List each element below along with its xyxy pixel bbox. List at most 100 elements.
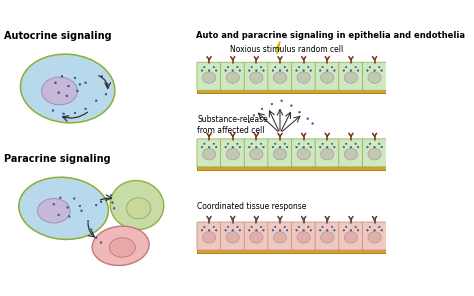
FancyBboxPatch shape xyxy=(220,139,245,167)
Circle shape xyxy=(215,70,217,71)
Circle shape xyxy=(307,118,309,120)
Circle shape xyxy=(248,121,249,122)
Circle shape xyxy=(95,100,97,102)
FancyBboxPatch shape xyxy=(339,139,363,167)
FancyBboxPatch shape xyxy=(339,62,363,90)
Circle shape xyxy=(239,229,241,231)
Circle shape xyxy=(367,70,368,71)
Circle shape xyxy=(105,198,107,200)
Circle shape xyxy=(272,70,273,71)
Circle shape xyxy=(253,115,255,116)
Circle shape xyxy=(81,210,82,212)
Bar xyxy=(197,249,386,253)
Circle shape xyxy=(225,229,227,231)
Circle shape xyxy=(327,229,328,231)
Circle shape xyxy=(208,219,210,221)
Circle shape xyxy=(67,207,69,208)
Circle shape xyxy=(239,146,241,148)
Circle shape xyxy=(343,229,345,231)
FancyBboxPatch shape xyxy=(292,62,316,90)
Circle shape xyxy=(95,204,97,206)
Circle shape xyxy=(237,66,238,68)
Circle shape xyxy=(274,226,276,228)
Ellipse shape xyxy=(202,231,216,243)
Ellipse shape xyxy=(297,72,310,83)
Circle shape xyxy=(213,143,215,144)
Circle shape xyxy=(263,229,264,231)
Circle shape xyxy=(286,229,288,231)
Circle shape xyxy=(308,226,309,228)
Ellipse shape xyxy=(202,149,216,160)
Circle shape xyxy=(350,219,351,220)
FancyBboxPatch shape xyxy=(315,222,339,250)
Circle shape xyxy=(308,143,309,144)
FancyBboxPatch shape xyxy=(197,139,221,167)
FancyBboxPatch shape xyxy=(268,222,292,250)
Polygon shape xyxy=(277,42,281,54)
Circle shape xyxy=(298,226,300,228)
Circle shape xyxy=(381,229,383,231)
Ellipse shape xyxy=(273,149,287,160)
Circle shape xyxy=(350,219,352,221)
Circle shape xyxy=(107,83,109,85)
Text: Paracrine signaling: Paracrine signaling xyxy=(4,154,111,164)
Circle shape xyxy=(248,70,250,71)
Circle shape xyxy=(232,70,234,71)
Circle shape xyxy=(53,203,55,205)
Circle shape xyxy=(74,112,76,114)
Circle shape xyxy=(68,215,70,217)
Circle shape xyxy=(232,219,233,220)
Circle shape xyxy=(296,229,297,231)
Bar xyxy=(197,89,386,93)
Circle shape xyxy=(298,66,300,68)
Circle shape xyxy=(204,143,205,144)
Circle shape xyxy=(303,70,304,71)
Circle shape xyxy=(227,226,229,228)
Circle shape xyxy=(326,219,328,221)
Ellipse shape xyxy=(19,177,109,239)
Circle shape xyxy=(272,229,273,231)
Circle shape xyxy=(227,143,229,144)
Ellipse shape xyxy=(110,181,164,230)
Circle shape xyxy=(296,146,297,148)
Ellipse shape xyxy=(320,231,334,243)
FancyBboxPatch shape xyxy=(363,139,387,167)
Circle shape xyxy=(215,229,217,231)
Circle shape xyxy=(251,143,252,144)
FancyBboxPatch shape xyxy=(244,222,268,250)
Ellipse shape xyxy=(250,231,263,243)
Circle shape xyxy=(367,229,368,231)
Circle shape xyxy=(302,219,305,221)
Text: Auto and paracrine signaling in epithelia and endothelia: Auto and paracrine signaling in epitheli… xyxy=(196,30,465,40)
FancyBboxPatch shape xyxy=(268,62,292,90)
Circle shape xyxy=(310,146,311,148)
Circle shape xyxy=(81,210,82,211)
Circle shape xyxy=(260,143,262,144)
Circle shape xyxy=(225,70,227,71)
Circle shape xyxy=(100,201,101,202)
Circle shape xyxy=(85,108,86,109)
Circle shape xyxy=(355,143,356,144)
Ellipse shape xyxy=(368,72,381,83)
Ellipse shape xyxy=(226,231,239,243)
Circle shape xyxy=(79,205,81,207)
Ellipse shape xyxy=(250,149,263,160)
Text: Substance-release
from affected cell: Substance-release from affected cell xyxy=(197,115,268,135)
FancyBboxPatch shape xyxy=(197,62,221,90)
Ellipse shape xyxy=(344,231,357,243)
Circle shape xyxy=(204,226,205,228)
Circle shape xyxy=(248,229,250,231)
Circle shape xyxy=(374,229,375,231)
Circle shape xyxy=(296,70,297,71)
FancyBboxPatch shape xyxy=(244,62,268,90)
Ellipse shape xyxy=(320,149,334,160)
FancyBboxPatch shape xyxy=(197,222,221,250)
Circle shape xyxy=(319,146,321,148)
Circle shape xyxy=(74,112,75,113)
Circle shape xyxy=(232,219,234,221)
Circle shape xyxy=(334,229,335,231)
Circle shape xyxy=(343,146,345,148)
Circle shape xyxy=(110,194,112,196)
Circle shape xyxy=(85,108,87,110)
Circle shape xyxy=(369,66,371,68)
